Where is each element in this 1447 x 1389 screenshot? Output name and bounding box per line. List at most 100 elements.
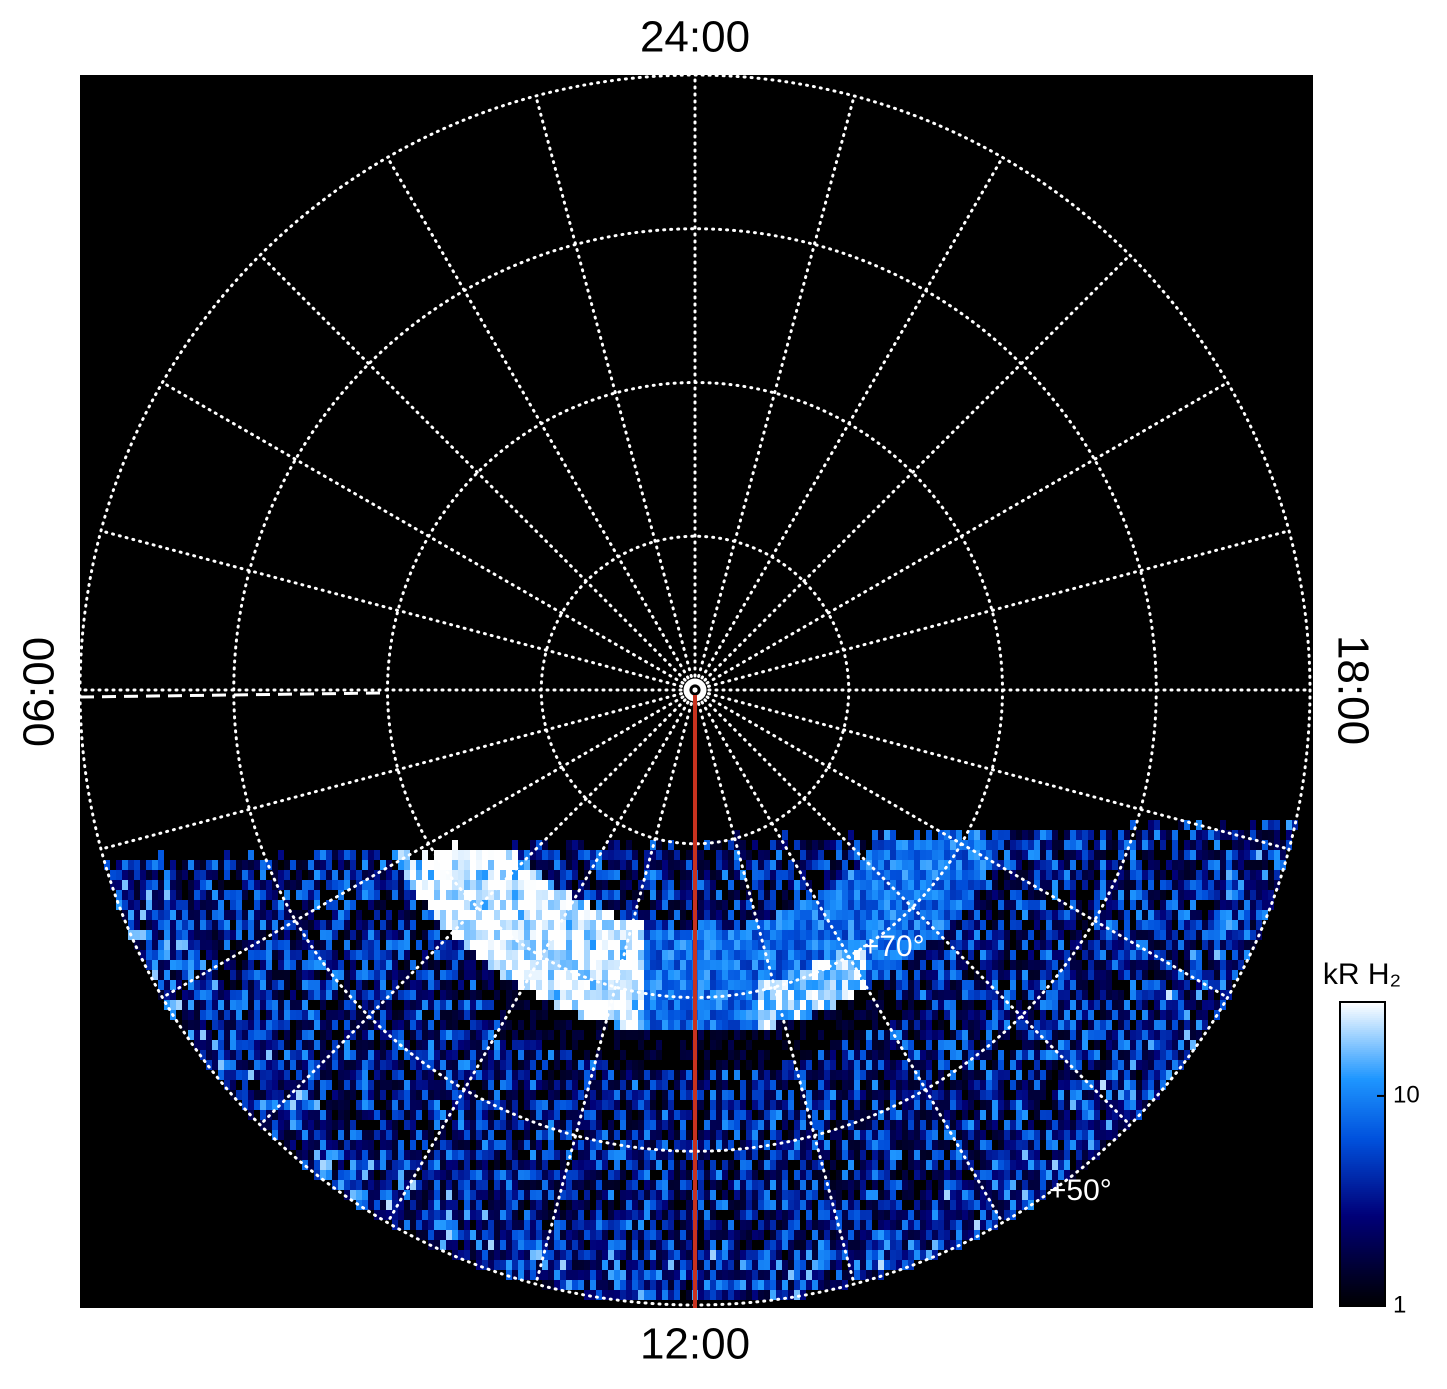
emission-pixel [464, 1110, 470, 1120]
emission-pixel [866, 1030, 872, 1040]
emission-pixel [350, 1170, 356, 1180]
emission-pixel [950, 1010, 956, 1020]
emission-pixel [374, 970, 380, 980]
emission-pixel [440, 1220, 446, 1230]
emission-pixel [1010, 870, 1016, 880]
emission-pixel [512, 1250, 518, 1260]
emission-pixel [368, 1130, 374, 1140]
emission-pixel [218, 890, 224, 900]
emission-pixel [734, 1060, 740, 1070]
emission-pixel [626, 1280, 632, 1290]
emission-pixel [446, 1050, 452, 1060]
emission-pixel [878, 1040, 884, 1050]
emission-pixel [506, 930, 512, 940]
emission-pixel [338, 1070, 344, 1080]
emission-pixel [980, 940, 986, 950]
emission-pixel [380, 1200, 386, 1210]
emission-pixel [842, 960, 848, 970]
emission-pixel [512, 1230, 518, 1240]
emission-pixel [794, 1140, 800, 1150]
emission-pixel [584, 1260, 590, 1270]
emission-pixel [698, 1040, 704, 1050]
emission-pixel [908, 1230, 914, 1240]
emission-pixel [248, 870, 254, 880]
emission-pixel [212, 870, 218, 880]
emission-pixel [320, 1140, 326, 1150]
emission-pixel [878, 890, 884, 900]
emission-pixel [452, 1050, 458, 1060]
emission-pixel [914, 970, 920, 980]
emission-pixel [380, 880, 386, 890]
emission-pixel [758, 1290, 764, 1300]
emission-pixel [686, 1220, 692, 1230]
emission-pixel [1034, 870, 1040, 880]
emission-pixel [800, 940, 806, 950]
emission-pixel [848, 1110, 854, 1120]
emission-pixel [884, 940, 890, 950]
emission-pixel [1022, 850, 1028, 860]
emission-pixel [422, 1230, 428, 1240]
emission-pixel [1010, 1170, 1016, 1180]
emission-pixel [698, 1180, 704, 1190]
emission-pixel [974, 1150, 980, 1160]
emission-pixel [638, 940, 644, 950]
emission-pixel [506, 920, 512, 930]
emission-pixel [578, 950, 584, 960]
emission-pixel [332, 1140, 338, 1150]
emission-pixel [866, 1160, 872, 1170]
emission-pixel [224, 990, 230, 1000]
emission-pixel [770, 870, 776, 880]
emission-pixel [506, 1000, 512, 1010]
emission-pixel [158, 940, 164, 950]
emission-pixel [584, 940, 590, 950]
emission-pixel [908, 1040, 914, 1050]
emission-pixel [788, 880, 794, 890]
emission-pixel [254, 1030, 260, 1040]
emission-pixel [890, 1130, 896, 1140]
emission-pixel [668, 960, 674, 970]
emission-pixel [950, 870, 956, 880]
emission-pixel [494, 1200, 500, 1210]
emission-pixel [452, 930, 458, 940]
emission-pixel [848, 1270, 854, 1280]
emission-pixel [584, 1200, 590, 1210]
emission-pixel [260, 1040, 266, 1050]
emission-pixel [512, 870, 518, 880]
emission-pixel [896, 1180, 902, 1190]
emission-pixel [908, 940, 914, 950]
emission-pixel [896, 900, 902, 910]
emission-pixel [1034, 1040, 1040, 1050]
emission-pixel [758, 860, 764, 870]
emission-pixel [1016, 940, 1022, 950]
emission-pixel [356, 890, 362, 900]
emission-pixel [530, 1210, 536, 1220]
emission-pixel [758, 880, 764, 890]
emission-pixel [272, 920, 278, 930]
emission-pixel [632, 1000, 638, 1010]
emission-pixel [656, 1210, 662, 1220]
emission-pixel [482, 1250, 488, 1260]
emission-pixel [818, 940, 824, 950]
emission-pixel [992, 1040, 998, 1050]
emission-pixel [716, 1120, 722, 1130]
emission-pixel [854, 1060, 860, 1070]
emission-pixel [938, 980, 944, 990]
emission-pixel [440, 1090, 446, 1100]
emission-pixel [350, 1000, 356, 1010]
emission-pixel [356, 1180, 362, 1190]
emission-pixel [194, 870, 200, 880]
emission-pixel [842, 930, 848, 940]
emission-pixel [824, 1220, 830, 1230]
emission-pixel [422, 1220, 428, 1230]
emission-pixel [488, 860, 494, 870]
emission-pixel [656, 1120, 662, 1130]
emission-pixel [260, 1060, 266, 1070]
emission-pixel [338, 1130, 344, 1140]
emission-pixel [1028, 980, 1034, 990]
emission-pixel [224, 1070, 230, 1080]
emission-pixel [914, 990, 920, 1000]
emission-pixel [884, 850, 890, 860]
emission-pixel [788, 1130, 794, 1140]
emission-pixel [656, 1230, 662, 1240]
emission-pixel [404, 1090, 410, 1100]
